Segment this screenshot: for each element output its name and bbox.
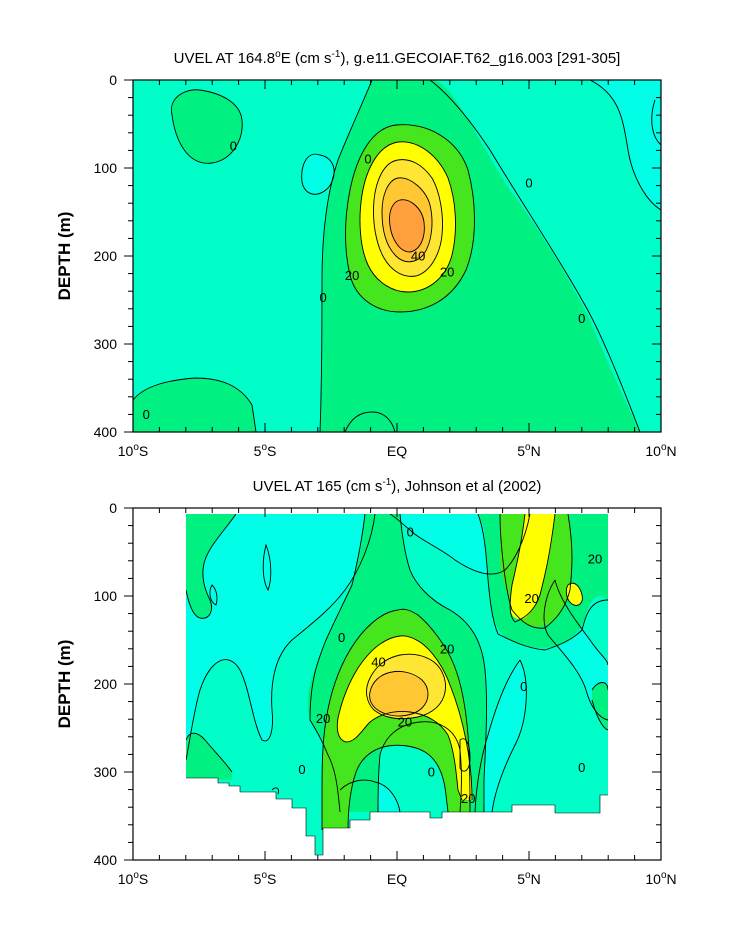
contour-label: 0 — [578, 311, 585, 326]
level-neg-west — [186, 514, 375, 760]
contour-label: 0 — [364, 152, 371, 167]
x-tick-label: EQ — [387, 871, 407, 887]
top-panel: UVEL AT 164.8oE (cm s-1), g.e11.GECOIAF.… — [55, 49, 677, 459]
contour-label: 20 — [461, 791, 475, 806]
y-tick-label: 100 — [94, 160, 118, 176]
contour-label: 20 — [345, 268, 359, 283]
x-tick-label: 10oN — [645, 442, 676, 459]
contour-label: 20 — [440, 641, 454, 656]
contour-label: 20 — [588, 552, 602, 567]
level-pos-nw — [186, 514, 236, 619]
contour-label: 0 — [338, 630, 345, 645]
level-pos-sw — [186, 733, 232, 780]
x-tick-label: EQ — [387, 443, 407, 459]
contour-label: 20 — [398, 714, 412, 729]
bottom-ylabel: DEPTH (m) — [55, 640, 74, 729]
level-pos-low-east — [430, 80, 661, 432]
x-tick-label: 10oS — [118, 442, 148, 459]
contour-label: 0 — [319, 290, 326, 305]
x-tick-label: 10oS — [118, 870, 148, 887]
x-tick-label: 5oN — [517, 442, 540, 459]
x-tick-label: 5oN — [517, 870, 540, 887]
level-neg-west-patch — [301, 154, 335, 195]
y-tick-label: 400 — [94, 424, 118, 440]
contour-label: 20 — [440, 264, 454, 279]
bottom-data-edge — [186, 777, 608, 856]
contour-label: 0 — [298, 762, 305, 777]
contour-label: 0 — [578, 760, 585, 775]
contour-label: 0 — [407, 524, 414, 539]
y-tick-label: 300 — [94, 764, 118, 780]
top-ylabel: DEPTH (m) — [55, 212, 74, 301]
contour-label: 0 — [428, 765, 435, 780]
contour-label: 0 — [520, 679, 527, 694]
top-contour-fill — [133, 80, 661, 432]
x-tick-label: 10oN — [645, 870, 676, 887]
contour-label: 0 — [525, 175, 532, 190]
y-tick-label: 200 — [94, 676, 118, 692]
y-tick-label: 100 — [94, 588, 118, 604]
y-tick-label: 0 — [109, 72, 117, 88]
y-tick-label: 200 — [94, 248, 118, 264]
level-neg-east-low — [475, 660, 527, 812]
x-tick-label: 5oS — [254, 870, 277, 887]
bottom-title: UVEL AT 165 (cm s-1), Johnson et al (200… — [253, 477, 542, 495]
contour-label: 20 — [316, 711, 330, 726]
x-tick-label: 5oS — [254, 442, 277, 459]
contour-label: 0 — [230, 139, 237, 154]
contour-label: 40 — [371, 655, 385, 670]
level-40 — [369, 671, 428, 716]
bottom-panel: UVEL AT 165 (cm s-1), Johnson et al (200… — [55, 477, 677, 887]
top-contour-lines — [133, 80, 661, 432]
y-tick-label: 400 — [94, 852, 118, 868]
y-tick-label: 300 — [94, 336, 118, 352]
level-pos-sw — [133, 378, 256, 432]
contour-label: 40 — [411, 249, 425, 264]
level-50 — [389, 199, 425, 252]
bottom-contour-lines — [186, 514, 608, 831]
top-title: UVEL AT 164.8oE (cm s-1), g.e11.GECOIAF.… — [174, 49, 621, 67]
level-pos-west-blob — [171, 89, 243, 164]
contour-label: 0 — [143, 407, 150, 422]
level-20-ne — [509, 514, 555, 620]
y-tick-label: 0 — [109, 500, 117, 516]
top-contour-labels: 0 0 0 0 0 0 20 20 40 — [143, 139, 586, 422]
bottom-contour-labels: 0 0 0 0 0 0 40 20 20 20 20 20 20 — [298, 524, 602, 806]
level-neg-east — [590, 80, 661, 210]
contour-label: 20 — [524, 591, 538, 606]
